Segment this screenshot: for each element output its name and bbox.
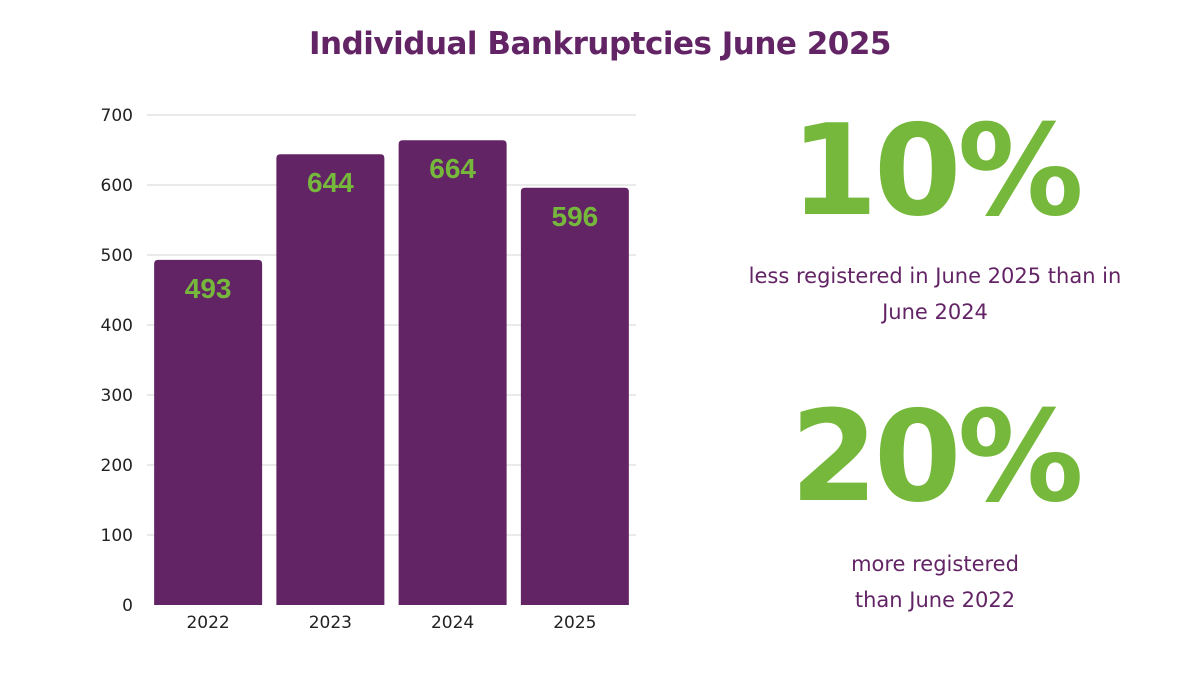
x-tick-label: 2023	[309, 613, 352, 633]
bar-chart: 0 100 200 300 400 500 600 700 493 2022 644 2023 664 2…	[101, 106, 636, 633]
x-tick-label: 2024	[431, 613, 474, 633]
y-tick-label: 100	[101, 526, 133, 546]
bar-data-label: 493	[185, 273, 232, 304]
y-tick-label: 500	[101, 246, 133, 266]
stat-value-increase: 20%	[790, 383, 1084, 530]
stat-block-decrease: 10% less registered in June 2025 than in…	[720, 108, 1150, 330]
y-tick-label: 200	[101, 456, 133, 476]
y-tick-label: 600	[101, 176, 133, 196]
y-tick-label: 0	[122, 596, 133, 616]
bar-data-label: 644	[307, 167, 354, 198]
stat-block-increase: 20% more registered than June 2022	[720, 394, 1150, 618]
x-tick-label: 2025	[553, 613, 596, 633]
bar	[398, 140, 507, 605]
stat-value-decrease: 10%	[790, 97, 1084, 244]
chart-title: Individual Bankruptcies June 2025	[309, 26, 892, 62]
bar	[154, 259, 263, 605]
y-tick-label: 300	[101, 386, 133, 406]
y-tick-label: 700	[101, 106, 133, 126]
bar	[276, 154, 385, 605]
stat-text-decrease: less registered in June 2025 than in Jun…	[748, 264, 1122, 324]
bar-data-label: 596	[552, 201, 599, 232]
stat-text-increase: more registered than June 2022	[851, 552, 1019, 612]
bar	[520, 187, 629, 606]
y-tick-label: 400	[101, 316, 133, 336]
x-tick-label: 2022	[186, 613, 229, 633]
bar-data-label: 664	[429, 153, 476, 184]
